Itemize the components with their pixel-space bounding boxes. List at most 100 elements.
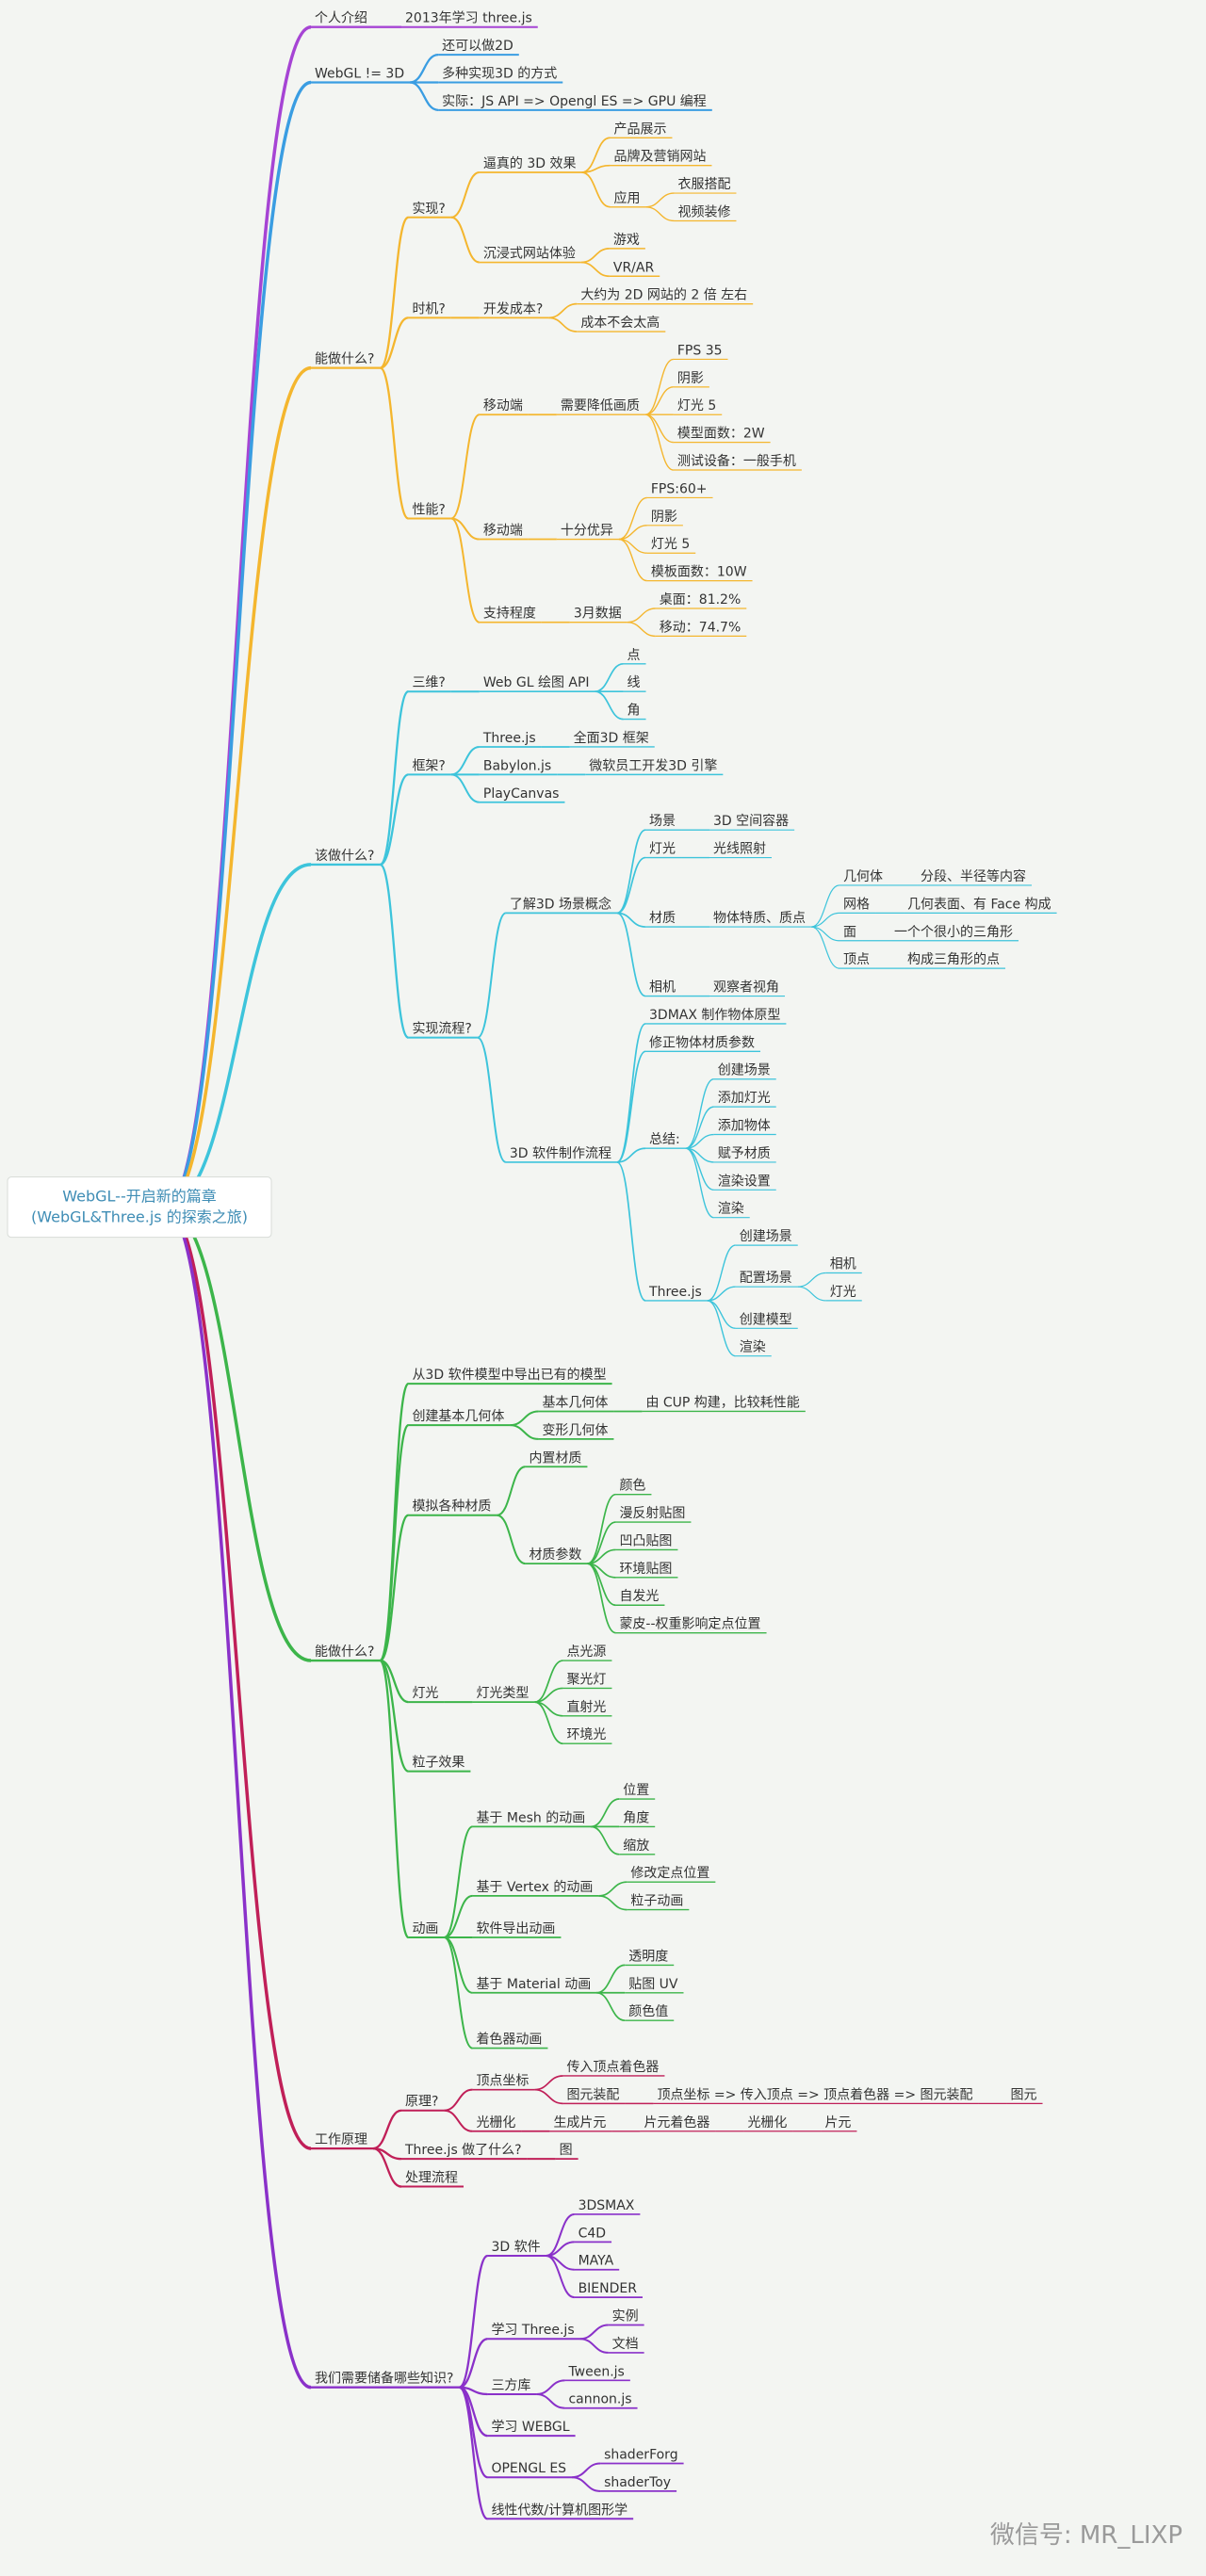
node-label: OPENGL ES	[491, 2461, 566, 2476]
connector	[685, 1106, 714, 1149]
node-label: 移动：74.7%	[660, 620, 741, 635]
node-label: 着色器动画	[476, 2032, 542, 2048]
node-label: Babylon.js	[483, 758, 551, 773]
node-label: 漫反射贴图	[619, 1506, 685, 1521]
connector	[497, 1514, 526, 1565]
node-label: 3D 软件制作流程	[510, 1146, 611, 1161]
connector	[644, 386, 675, 415]
node-label: 微软员工开发3D 引擎	[589, 758, 717, 773]
connector	[372, 2109, 402, 2150]
node-label: 桌面：81.2%	[660, 592, 741, 608]
node-label: 创建场景	[740, 1229, 792, 1244]
node-label: Tween.js	[567, 2364, 624, 2379]
connector	[450, 171, 481, 219]
node-label: 角	[627, 704, 641, 719]
node-label: 3DSMAX	[579, 2198, 635, 2213]
node-label: 直射光	[566, 1699, 606, 1715]
root-label: (WebGL&Three.js 的探索之旅)	[31, 1208, 248, 1226]
node-label: 了解3D 场景概念	[510, 896, 611, 912]
node-label: 沉浸式网站体验	[483, 247, 576, 262]
node-label: 面	[843, 925, 856, 940]
node-label: 基于 Material 动画	[476, 1976, 591, 1992]
node-label: 时机?	[412, 301, 445, 316]
node-label: 光栅化	[476, 2115, 515, 2130]
connector	[379, 863, 410, 1039]
node-label: 修改定点位置	[630, 1866, 709, 1881]
labels: 个人介绍 2013年学习 three.js WebGL != 3D 还可以做2D 多种实…	[7, 11, 1051, 2518]
connector	[444, 1936, 473, 1994]
node-label: 3月数据	[574, 607, 622, 622]
node-label: MAYA	[579, 2254, 614, 2269]
node-label: 视频装修	[677, 204, 730, 219]
connector	[548, 316, 578, 332]
connector	[458, 2386, 489, 2520]
node-label: 软件导出动画	[476, 1921, 555, 1936]
node-label: 灯光 5	[651, 537, 690, 552]
node-label: 游戏	[613, 233, 640, 248]
node-label: 点	[627, 648, 641, 663]
connector	[595, 690, 624, 721]
node-label: 支持程度	[483, 607, 536, 622]
node-label: 线性代数/计算机图形学	[491, 2503, 627, 2518]
connector	[510, 1424, 539, 1440]
connector	[409, 81, 439, 112]
node-label: 缩放	[623, 1839, 649, 1854]
node-label: 移动端	[483, 524, 523, 539]
connector	[616, 912, 646, 997]
node-label: 灯光	[412, 1686, 438, 1701]
connector	[645, 206, 675, 222]
connector	[685, 1078, 714, 1149]
node-label: 贴图 UV	[628, 1977, 678, 1992]
node-label: WebGL != 3D	[315, 66, 404, 81]
node-label: 品牌及营销网站	[613, 149, 706, 165]
connector	[644, 358, 675, 415]
node-label: 创建模型	[740, 1312, 792, 1327]
root-box	[7, 1176, 272, 1239]
connector	[797, 1286, 826, 1302]
node-label: 渲染	[718, 1202, 744, 1217]
node-label: 角度	[623, 1810, 649, 1825]
connector	[707, 1286, 736, 1302]
connector	[450, 216, 481, 264]
root-label: WebGL--开启新的篇章	[62, 1188, 216, 1206]
node-label: cannon.js	[568, 2392, 631, 2407]
connector	[596, 1991, 626, 2022]
node-label: shaderForg	[604, 2448, 678, 2463]
node-label: 几何体	[843, 869, 883, 884]
node-label: 片元	[824, 2115, 851, 2130]
node-label: 相机	[649, 980, 676, 996]
node-label: 总结:	[649, 1132, 680, 1147]
node-label: 实例	[612, 2309, 639, 2325]
node-label: 光线照射	[713, 842, 766, 857]
node-label: 性能?	[412, 502, 445, 517]
node-label: 实现?	[412, 202, 445, 217]
node-label: 3D 软件	[491, 2240, 540, 2255]
node-label: 线	[627, 675, 641, 690]
node-label: BIENDER	[579, 2281, 638, 2296]
connector	[546, 2255, 575, 2299]
connector	[580, 261, 610, 278]
node-label: 学习 WEBGL	[491, 2420, 569, 2435]
node-label: 个人介绍	[315, 11, 367, 26]
node-label: Three.js	[482, 731, 536, 746]
connector	[534, 1660, 563, 1703]
node-label: 基本几何体	[542, 1394, 608, 1410]
node-label: 阴影	[651, 510, 677, 525]
connector	[379, 1514, 410, 1662]
connector	[616, 1147, 646, 1163]
node-label: 渲染设置	[718, 1174, 771, 1189]
node-label: 颜色	[619, 1478, 645, 1494]
connector	[618, 496, 648, 541]
node-label: shaderToy	[604, 2475, 671, 2490]
node-label: 能做什么?	[315, 352, 374, 367]
node-label: 顶点坐标 => 传入顶点 => 顶点着色器 => 图元装配	[657, 2086, 972, 2102]
node-label: 凹凸贴图	[619, 1533, 672, 1548]
connector	[372, 2147, 402, 2188]
node-label: 分段、半径等内容	[921, 868, 1026, 884]
node-label: 实际：JS API => Opengl ES => GPU 编程	[442, 94, 707, 109]
node-label: 模型面数：2W	[677, 427, 765, 442]
connector	[379, 690, 410, 867]
node-label: 开发成本?	[483, 301, 543, 316]
connector	[164, 1205, 312, 2390]
connector	[379, 1424, 410, 1662]
